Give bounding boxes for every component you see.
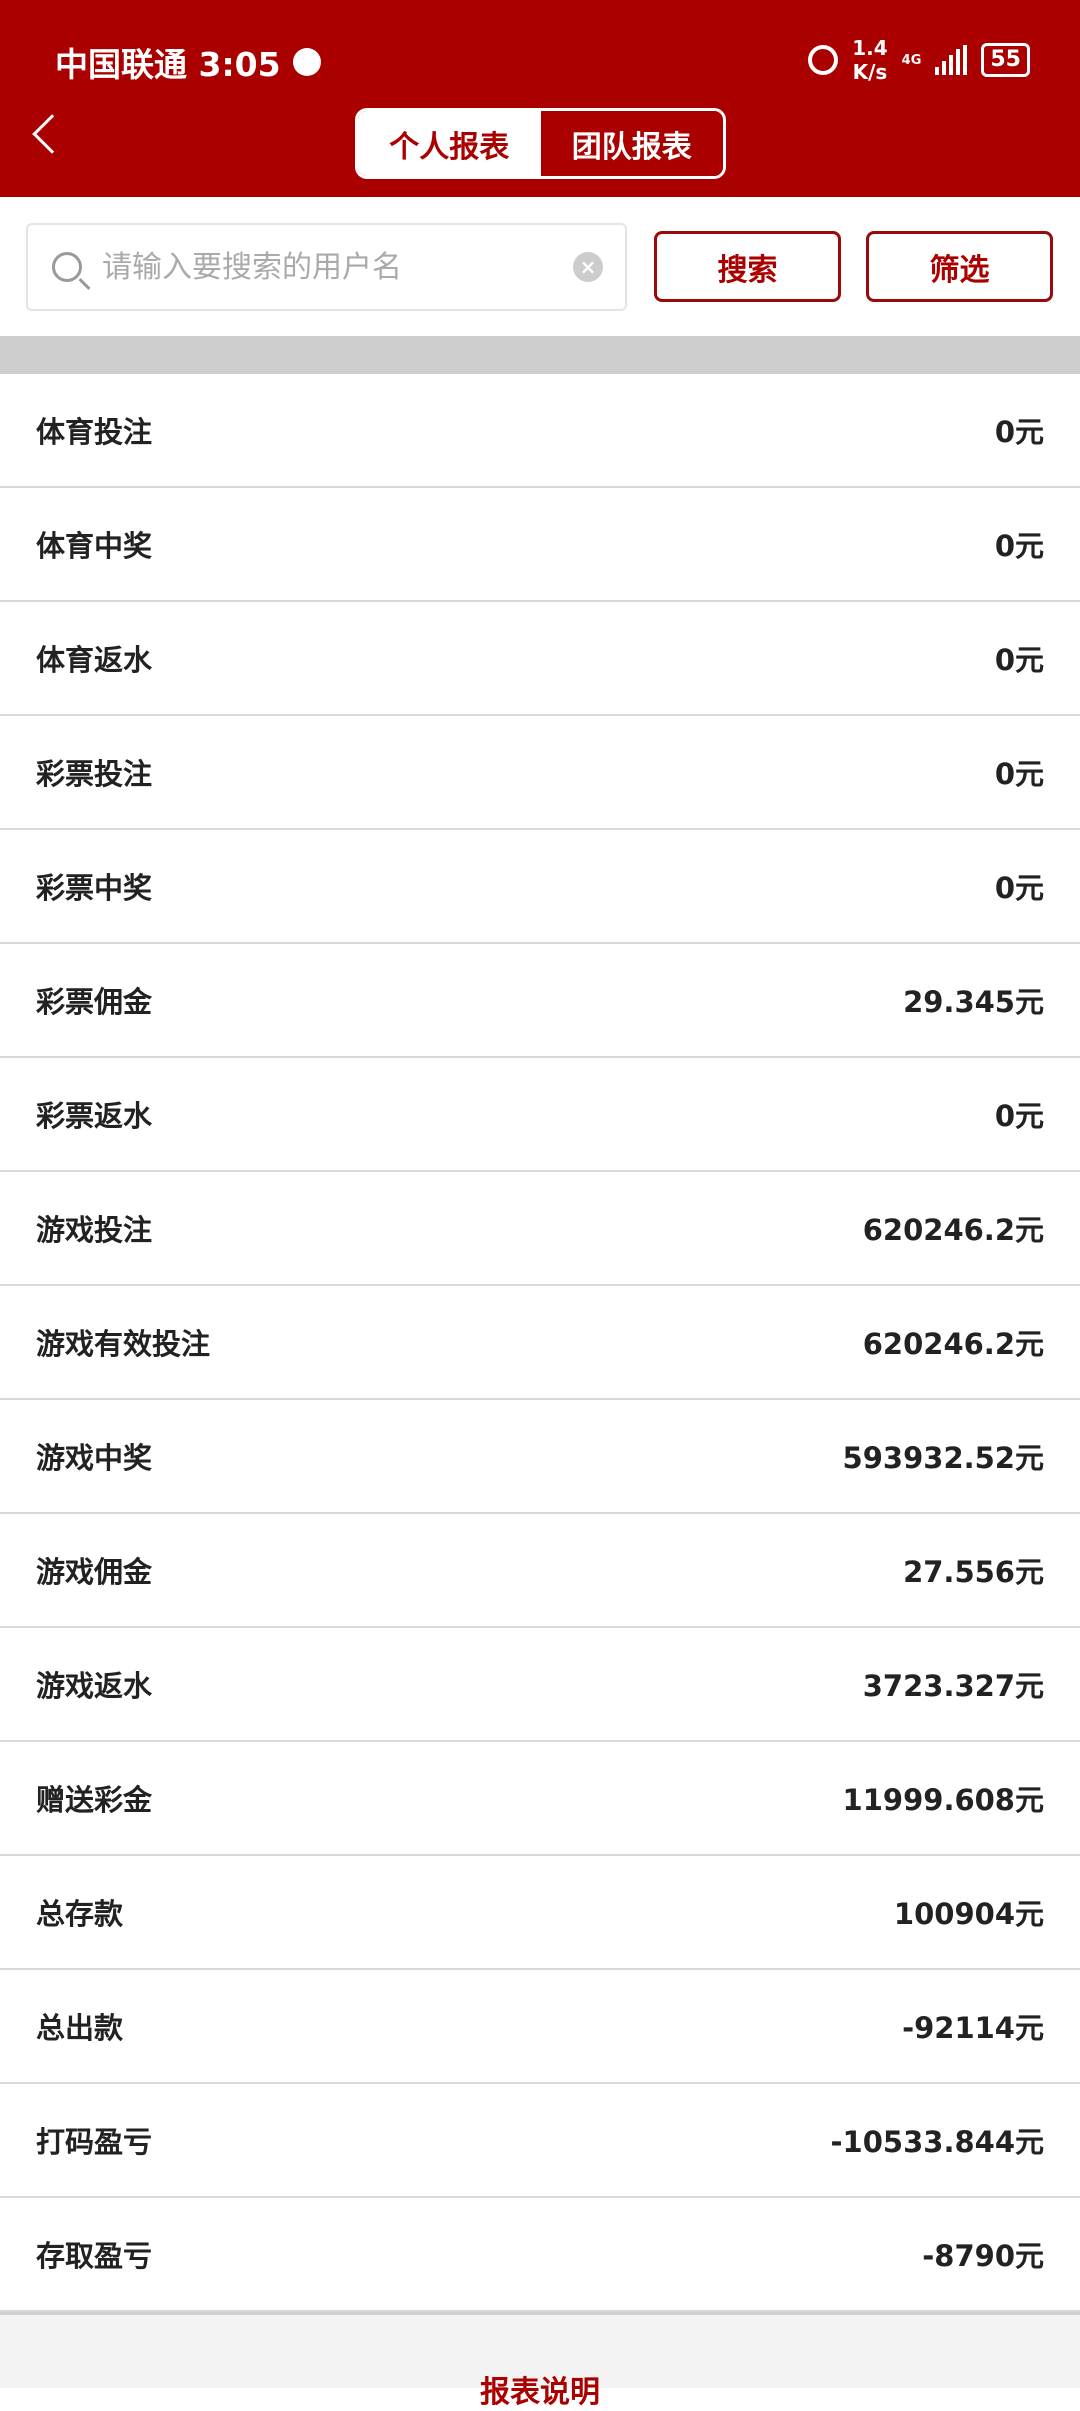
tab-personal-report[interactable]: 个人报表 <box>358 111 541 176</box>
row-value: 0元 <box>994 529 1044 563</box>
filter-button[interactable]: 筛选 <box>866 231 1053 302</box>
row-value: 620246.2元 <box>862 1327 1044 1361</box>
row-label: 打码盈亏 <box>36 2125 153 2159</box>
back-button[interactable] <box>32 114 72 154</box>
globe-icon <box>292 48 321 76</box>
row-label: 赠送彩金 <box>36 1783 153 1817</box>
row-value: 0元 <box>994 415 1044 449</box>
list-item: 体育投注 0元 <box>0 374 1080 488</box>
list-item: 总存款 100904元 <box>0 1856 1080 1970</box>
row-value: -10533.844元 <box>830 2125 1044 2159</box>
list-item: 彩票返水 0元 <box>0 1058 1080 1172</box>
list-item: 游戏佣金 27.556元 <box>0 1514 1080 1628</box>
list-item: 彩票中奖 0元 <box>0 830 1080 944</box>
list-item: 彩票投注 0元 <box>0 716 1080 830</box>
signal-icon <box>935 45 968 75</box>
row-label: 游戏返水 <box>36 1669 153 1703</box>
status-bar-right: 1.4 K/s 4G 55 <box>808 36 1030 84</box>
list-item: 存取盈亏 -8790元 <box>0 2198 1080 2312</box>
speed-unit: K/s <box>852 60 888 84</box>
row-label: 彩票返水 <box>36 1099 153 1133</box>
row-label: 彩票中奖 <box>36 871 153 905</box>
network-type: 4G <box>901 52 922 68</box>
row-label: 游戏中奖 <box>36 1441 153 1475</box>
row-label: 彩票佣金 <box>36 985 153 1019</box>
search-box: × <box>26 223 627 311</box>
row-label: 存取盈亏 <box>36 2239 153 2273</box>
row-value: 620246.2元 <box>862 1213 1044 1247</box>
list-item: 体育中奖 0元 <box>0 488 1080 602</box>
row-label: 游戏佣金 <box>36 1555 153 1589</box>
clear-icon[interactable]: × <box>573 252 603 282</box>
list-item: 彩票佣金 29.345元 <box>0 944 1080 1058</box>
row-label: 体育返水 <box>36 643 153 677</box>
list-item: 体育返水 0元 <box>0 602 1080 716</box>
row-label: 体育投注 <box>36 415 153 449</box>
row-value: 0元 <box>994 871 1044 905</box>
network-speed: 1.4 K/s <box>852 36 887 84</box>
row-label: 总出款 <box>36 2011 124 2045</box>
speed-value: 1.4 <box>852 36 888 60</box>
list-item: 游戏投注 620246.2元 <box>0 1172 1080 1286</box>
row-value: -8790元 <box>922 2239 1044 2273</box>
row-value: 0元 <box>994 757 1044 791</box>
list-item: 赠送彩金 11999.608元 <box>0 1742 1080 1856</box>
list-item: 总出款 -92114元 <box>0 1970 1080 2084</box>
divider-bar <box>0 336 1080 374</box>
battery-icon: 55 <box>981 43 1030 77</box>
list-item: 游戏中奖 593932.52元 <box>0 1400 1080 1514</box>
row-label: 体育中奖 <box>36 529 153 563</box>
row-label: 总存款 <box>36 1897 124 1931</box>
row-value: 27.556元 <box>903 1555 1044 1589</box>
search-button[interactable]: 搜索 <box>654 231 841 302</box>
tab-team-report[interactable]: 团队报表 <box>540 111 723 176</box>
report-explanation-link[interactable]: 报表说明 <box>480 2375 600 2410</box>
row-value: 11999.608元 <box>842 1783 1044 1817</box>
carrier-time: 中国联通 3:05 <box>55 45 281 84</box>
alarm-icon <box>808 45 839 75</box>
row-value: -92114元 <box>902 2011 1044 2045</box>
row-value: 29.345元 <box>903 985 1044 1019</box>
row-value: 0元 <box>994 643 1044 677</box>
footer: 报表说明 <box>0 2312 1080 2410</box>
header: 中国联通 3:05 1.4 K/s 4G 55 个人报表 团队报表 <box>0 0 1080 197</box>
row-value: 0元 <box>994 1099 1044 1133</box>
row-value: 100904元 <box>893 1897 1044 1931</box>
search-icon <box>52 252 82 282</box>
row-label: 游戏有效投注 <box>36 1327 211 1361</box>
row-label: 彩票投注 <box>36 757 153 791</box>
row-label: 游戏投注 <box>36 1213 153 1247</box>
status-bar-left: 中国联通 3:05 <box>55 38 321 86</box>
report-tabs: 个人报表 团队报表 <box>355 108 726 179</box>
row-value: 3723.327元 <box>862 1669 1044 1703</box>
search-input[interactable] <box>102 249 542 285</box>
report-list: 体育投注 0元 体育中奖 0元 体育返水 0元 彩票投注 0元 彩票中奖 0元 彩票佣金 29.345… <box>0 374 1080 2312</box>
list-item: 游戏返水 3723.327元 <box>0 1628 1080 1742</box>
list-item: 游戏有效投注 620246.2元 <box>0 1286 1080 1400</box>
row-value: 593932.52元 <box>842 1441 1044 1475</box>
list-item: 打码盈亏 -10533.844元 <box>0 2084 1080 2198</box>
